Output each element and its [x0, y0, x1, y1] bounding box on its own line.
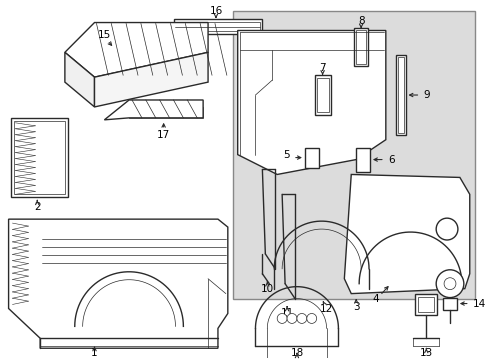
Polygon shape	[94, 52, 207, 107]
Bar	[175, 22, 260, 31]
Bar	[397, 57, 403, 133]
Text: 9: 9	[423, 90, 429, 100]
Bar	[355, 31, 366, 64]
Circle shape	[443, 278, 455, 290]
Text: 17: 17	[157, 130, 170, 140]
Text: 10: 10	[260, 284, 273, 294]
Text: 1: 1	[91, 348, 98, 358]
Bar	[355, 148, 369, 172]
Text: 2: 2	[34, 202, 41, 212]
Text: 5: 5	[283, 150, 289, 159]
Text: 13: 13	[419, 348, 432, 358]
Text: 4: 4	[372, 293, 379, 303]
Circle shape	[435, 270, 463, 298]
Bar	[14, 121, 65, 194]
Text: 11: 11	[280, 309, 293, 319]
Text: 12: 12	[319, 303, 332, 314]
Polygon shape	[9, 219, 227, 348]
Circle shape	[286, 314, 296, 323]
Bar	[395, 55, 405, 135]
Text: 3: 3	[352, 302, 359, 311]
Text: 8: 8	[357, 15, 364, 26]
Polygon shape	[104, 100, 203, 120]
Bar	[304, 148, 318, 167]
Polygon shape	[344, 175, 469, 294]
Bar	[232, 11, 474, 298]
Bar	[418, 297, 433, 312]
Bar	[415, 294, 436, 315]
Bar	[11, 221, 42, 306]
Bar	[442, 298, 456, 310]
Text: 6: 6	[387, 154, 394, 165]
Circle shape	[296, 314, 306, 323]
Circle shape	[435, 218, 457, 240]
Polygon shape	[237, 31, 385, 175]
Bar	[11, 118, 68, 197]
Text: 16: 16	[209, 6, 222, 15]
Bar	[353, 28, 367, 66]
Bar	[173, 19, 262, 35]
Text: 7: 7	[319, 63, 325, 73]
Text: 14: 14	[472, 298, 485, 309]
Text: 15: 15	[98, 31, 111, 40]
Polygon shape	[65, 52, 94, 107]
Polygon shape	[65, 23, 207, 77]
Bar	[316, 78, 328, 112]
Bar	[314, 75, 330, 115]
Text: 18: 18	[290, 348, 303, 358]
Circle shape	[306, 314, 316, 323]
Bar	[129, 107, 203, 118]
Circle shape	[277, 314, 286, 323]
